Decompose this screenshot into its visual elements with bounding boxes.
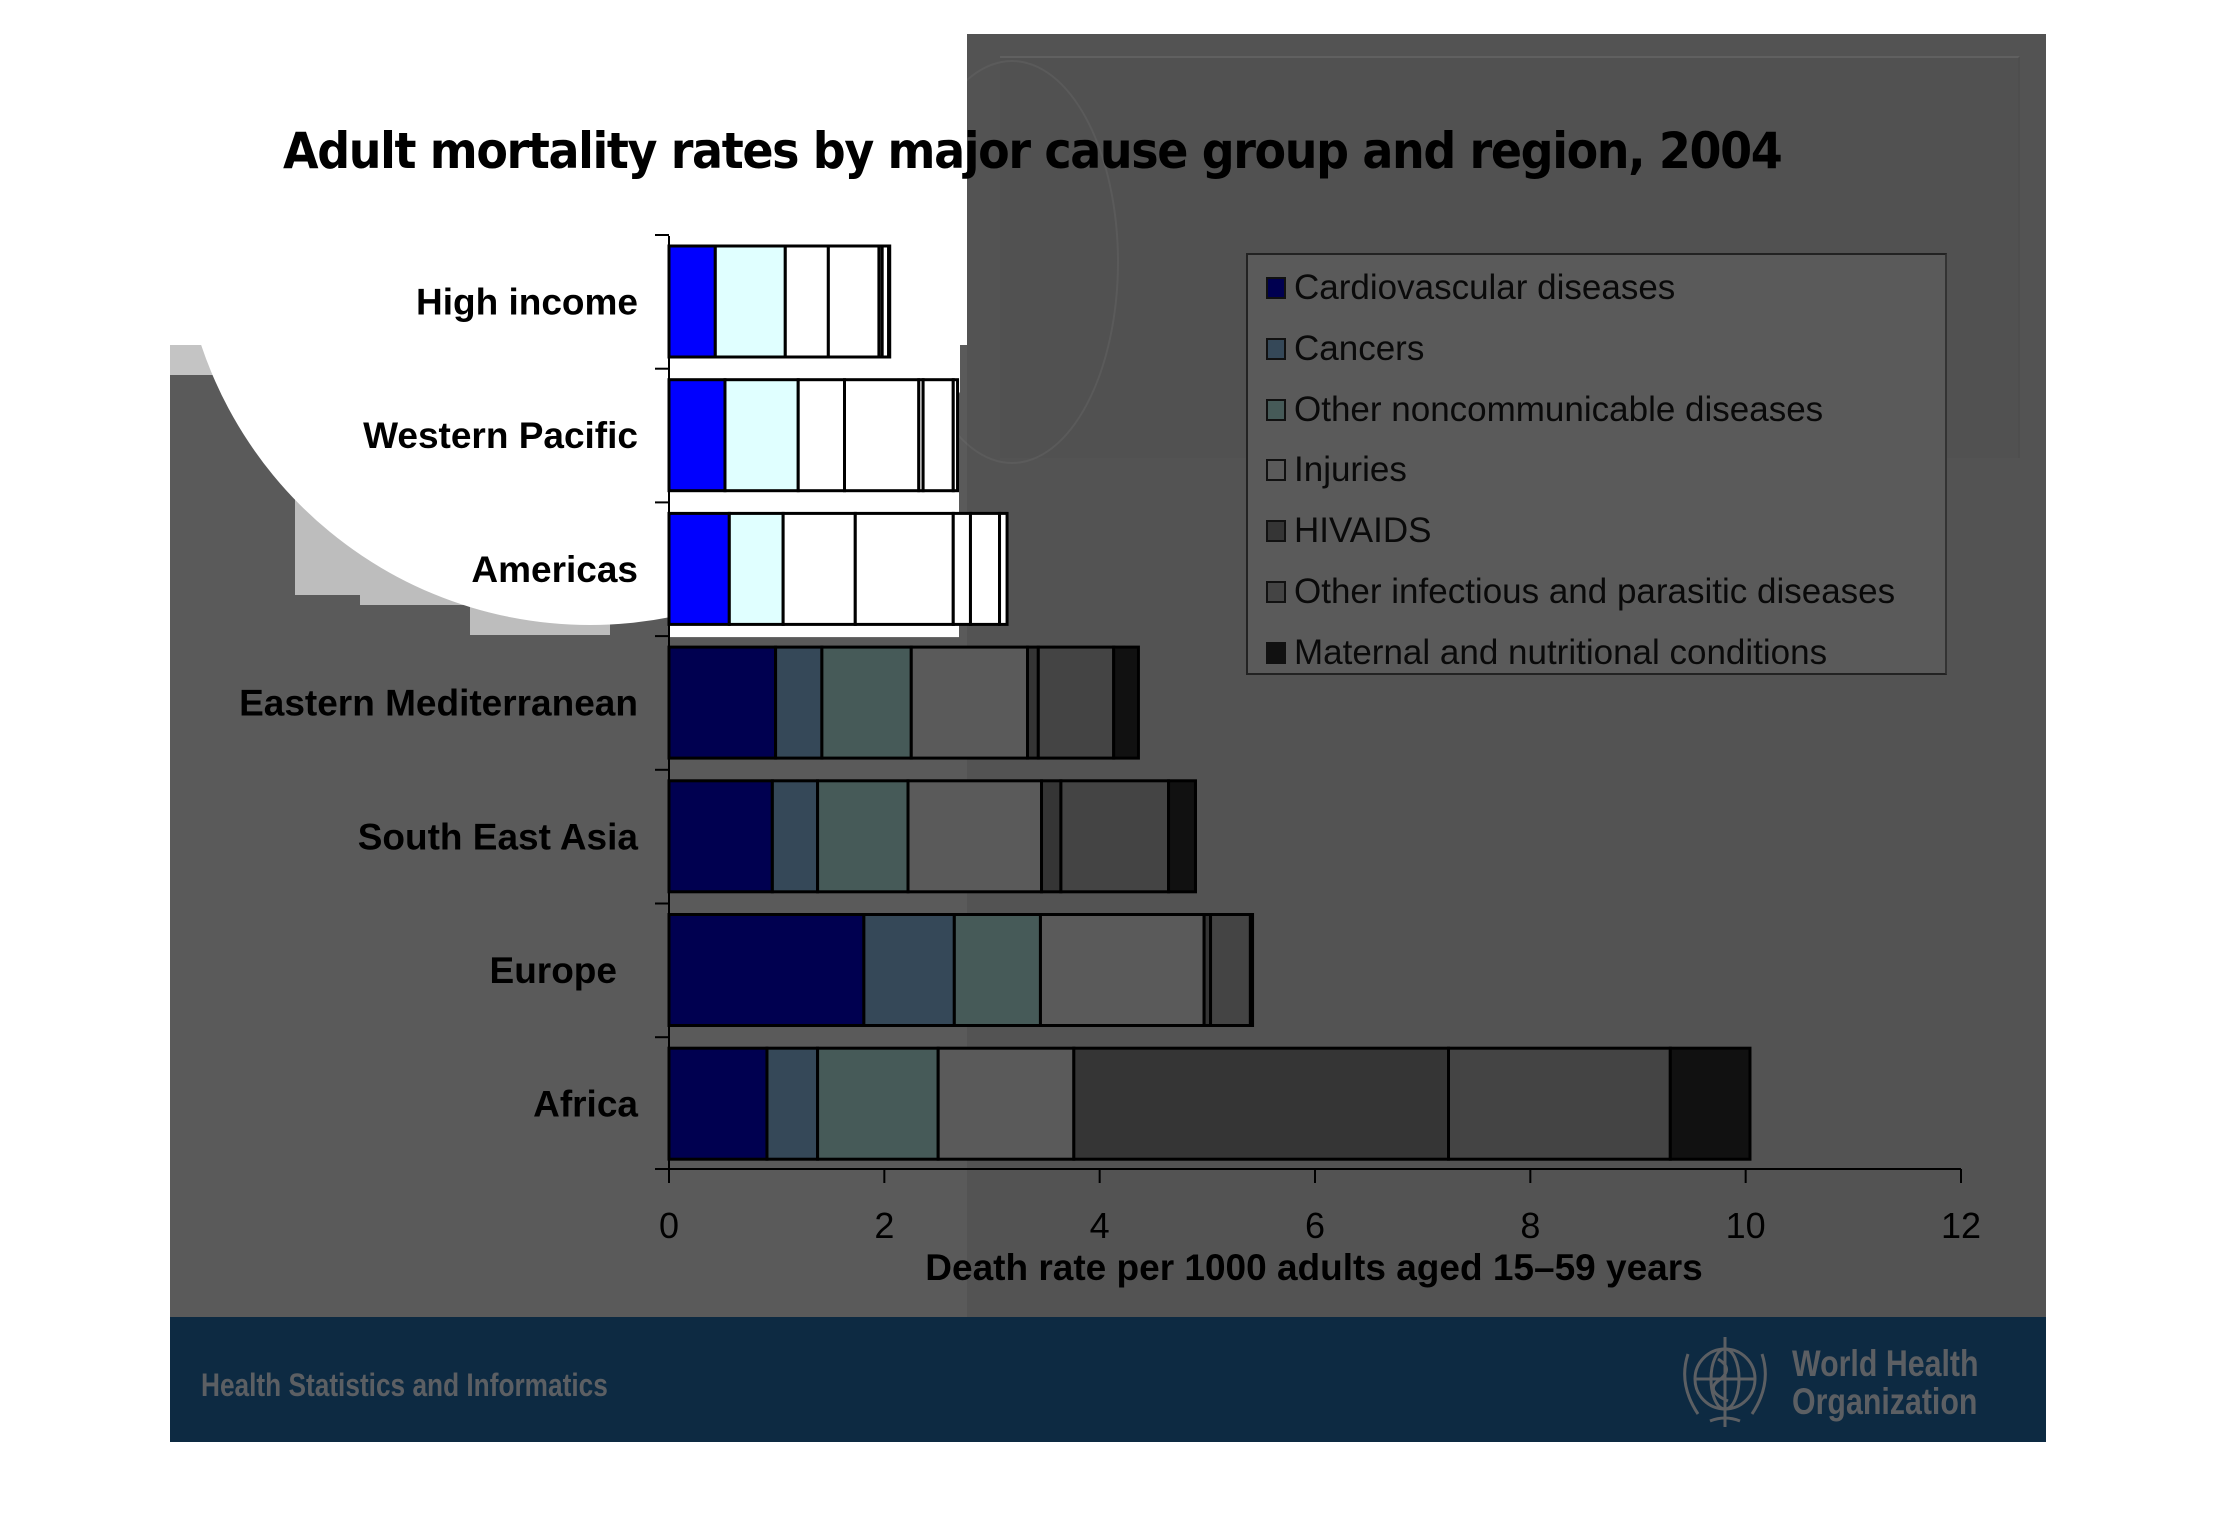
who-wordmark-line1: World Health [1792,1343,1979,1384]
bar-segment-cardiovascular-diseases [667,779,774,894]
bar-segment-other-infectious-and-parasitic-diseases [1447,1046,1672,1161]
legend-item: Other infectious and parasitic diseases [1266,567,1895,617]
chart-legend: Cardiovascular diseases Cancers Other nonc… [1246,253,1947,675]
bar-segment-other-infectious-and-parasitic-diseases [968,511,1002,626]
bar-segment-hivaids [1026,645,1040,760]
bar-segment-other-noncommunicable-diseases [783,244,830,359]
legend-label: Other noncommunicable diseases [1294,389,1824,429]
bar-segment-cardiovascular-diseases [667,511,731,626]
page-margin-left [0,0,170,1530]
category-label: Western Pacific [363,415,638,456]
bar-segment-hivaids [1072,1046,1451,1161]
bar-segment-cardiovascular-diseases [667,645,778,760]
x-tick-label: 4 [1090,1205,1110,1246]
legend-item: Injuries [1266,445,1407,495]
who-wordmark-line2: Organization [1792,1381,1978,1422]
category-label: Eastern Mediterranean [239,683,638,724]
legend-swatch [1266,277,1286,299]
legend-label: HIVAIDS [1294,511,1432,551]
bar-segment-other-infectious-and-parasitic-diseases [1209,913,1252,1027]
bar-segment-injuries [909,645,1030,760]
bar-segment-maternal-and-nutritional-conditions [951,378,960,493]
bar-segment-cancers [723,378,800,493]
category-label: Europe [490,950,617,991]
legend-swatch [1266,337,1286,360]
category-label: South East Asia [358,816,639,857]
legend-swatch [1266,520,1286,543]
chart-title: Adult mortality rates by major cause gro… [283,122,1783,180]
bar-segment-hivaids [1040,779,1063,894]
bar-segment-maternal-and-nutritional-conditions [1167,779,1197,894]
bar-segment-cardiovascular-diseases [667,1046,769,1161]
bar-segment-cancers [713,244,787,359]
legend-swatch [1266,641,1286,664]
bar-segment-cardiovascular-diseases [667,244,717,359]
bar-segment-cancers [770,779,820,894]
x-tick-label: 8 [1520,1205,1540,1246]
legend-item: Maternal and nutritional conditions [1266,628,1827,678]
bar-segment-injuries [826,244,881,359]
footer-department-label: Health Statistics and Informatics [201,1367,608,1403]
bar-segment-cancers [727,511,785,626]
bar-segment-other-infectious-and-parasitic-diseases [921,378,955,493]
bar-segment-injuries [906,779,1044,894]
bar-segment-other-noncommunicable-diseases [796,378,846,493]
bar-segment-cardiovascular-diseases [667,378,727,493]
bar-segment-cancers [774,645,824,760]
bar-segment-injuries [936,1046,1076,1161]
x-tick-label: 12 [1941,1205,1981,1246]
slide-footer: Health Statistics and Informatics World … [170,1317,2046,1442]
x-tick-label: 0 [659,1205,679,1246]
bar-segment-other-noncommunicable-diseases [952,913,1042,1027]
bar-segment-cancers [765,1046,820,1161]
page-margin-bottom [0,1442,2216,1530]
bar-segment-maternal-and-nutritional-conditions [1668,1046,1752,1161]
bar-segment-cardiovascular-diseases [667,913,866,1027]
bar-segment-other-infectious-and-parasitic-diseases [1036,645,1116,760]
bar-segment-maternal-and-nutritional-conditions [887,244,892,359]
bar-segment-other-noncommunicable-diseases [816,779,910,894]
legend-label: Cancers [1294,328,1425,368]
legend-swatch [1266,459,1286,482]
legend-label: Maternal and nutritional conditions [1294,632,1828,672]
x-tick-label: 6 [1305,1205,1325,1246]
page-margin-right [2046,0,2216,1530]
legend-item: Cancers [1266,324,1424,374]
legend-item: Cardiovascular diseases [1266,263,1675,313]
bar-segment-other-noncommunicable-diseases [781,511,857,626]
bar-segment-other-noncommunicable-diseases [820,645,913,760]
legend-item: HIVAIDS [1266,506,1431,556]
bar-segment-injuries [1038,913,1206,1027]
who-wordmark: World Health Organization [1792,1345,1979,1421]
category-label: Africa [533,1084,638,1125]
legend-item: Other noncommunicable diseases [1266,385,1823,435]
bar-segment-maternal-and-nutritional-conditions [1248,913,1255,1027]
category-label: High income [416,282,638,323]
legend-label: Injuries [1294,450,1407,490]
bar-segment-hivaids [951,511,972,626]
legend-label: Cardiovascular diseases [1294,268,1676,307]
legend-swatch [1266,398,1286,421]
bar-segment-maternal-and-nutritional-conditions [998,511,1009,626]
bar-segment-cancers [862,913,956,1027]
bar-segment-maternal-and-nutritional-conditions [1112,645,1140,760]
x-tick-label: 10 [1726,1205,1766,1246]
bar-segment-other-infectious-and-parasitic-diseases [1059,779,1171,894]
x-axis-title: Death rate per 1000 adults aged 15–59 ye… [925,1247,1702,1288]
x-tick-label: 2 [874,1205,894,1246]
bar-segment-injuries [842,378,921,493]
who-emblem-icon [1683,1337,1767,1427]
bar-segment-other-noncommunicable-diseases [816,1046,940,1161]
legend-swatch [1266,581,1286,603]
legend-label: Other infectious and parasitic diseases [1294,572,1896,611]
category-label: Americas [471,549,638,590]
bar-segment-injuries [853,511,955,626]
